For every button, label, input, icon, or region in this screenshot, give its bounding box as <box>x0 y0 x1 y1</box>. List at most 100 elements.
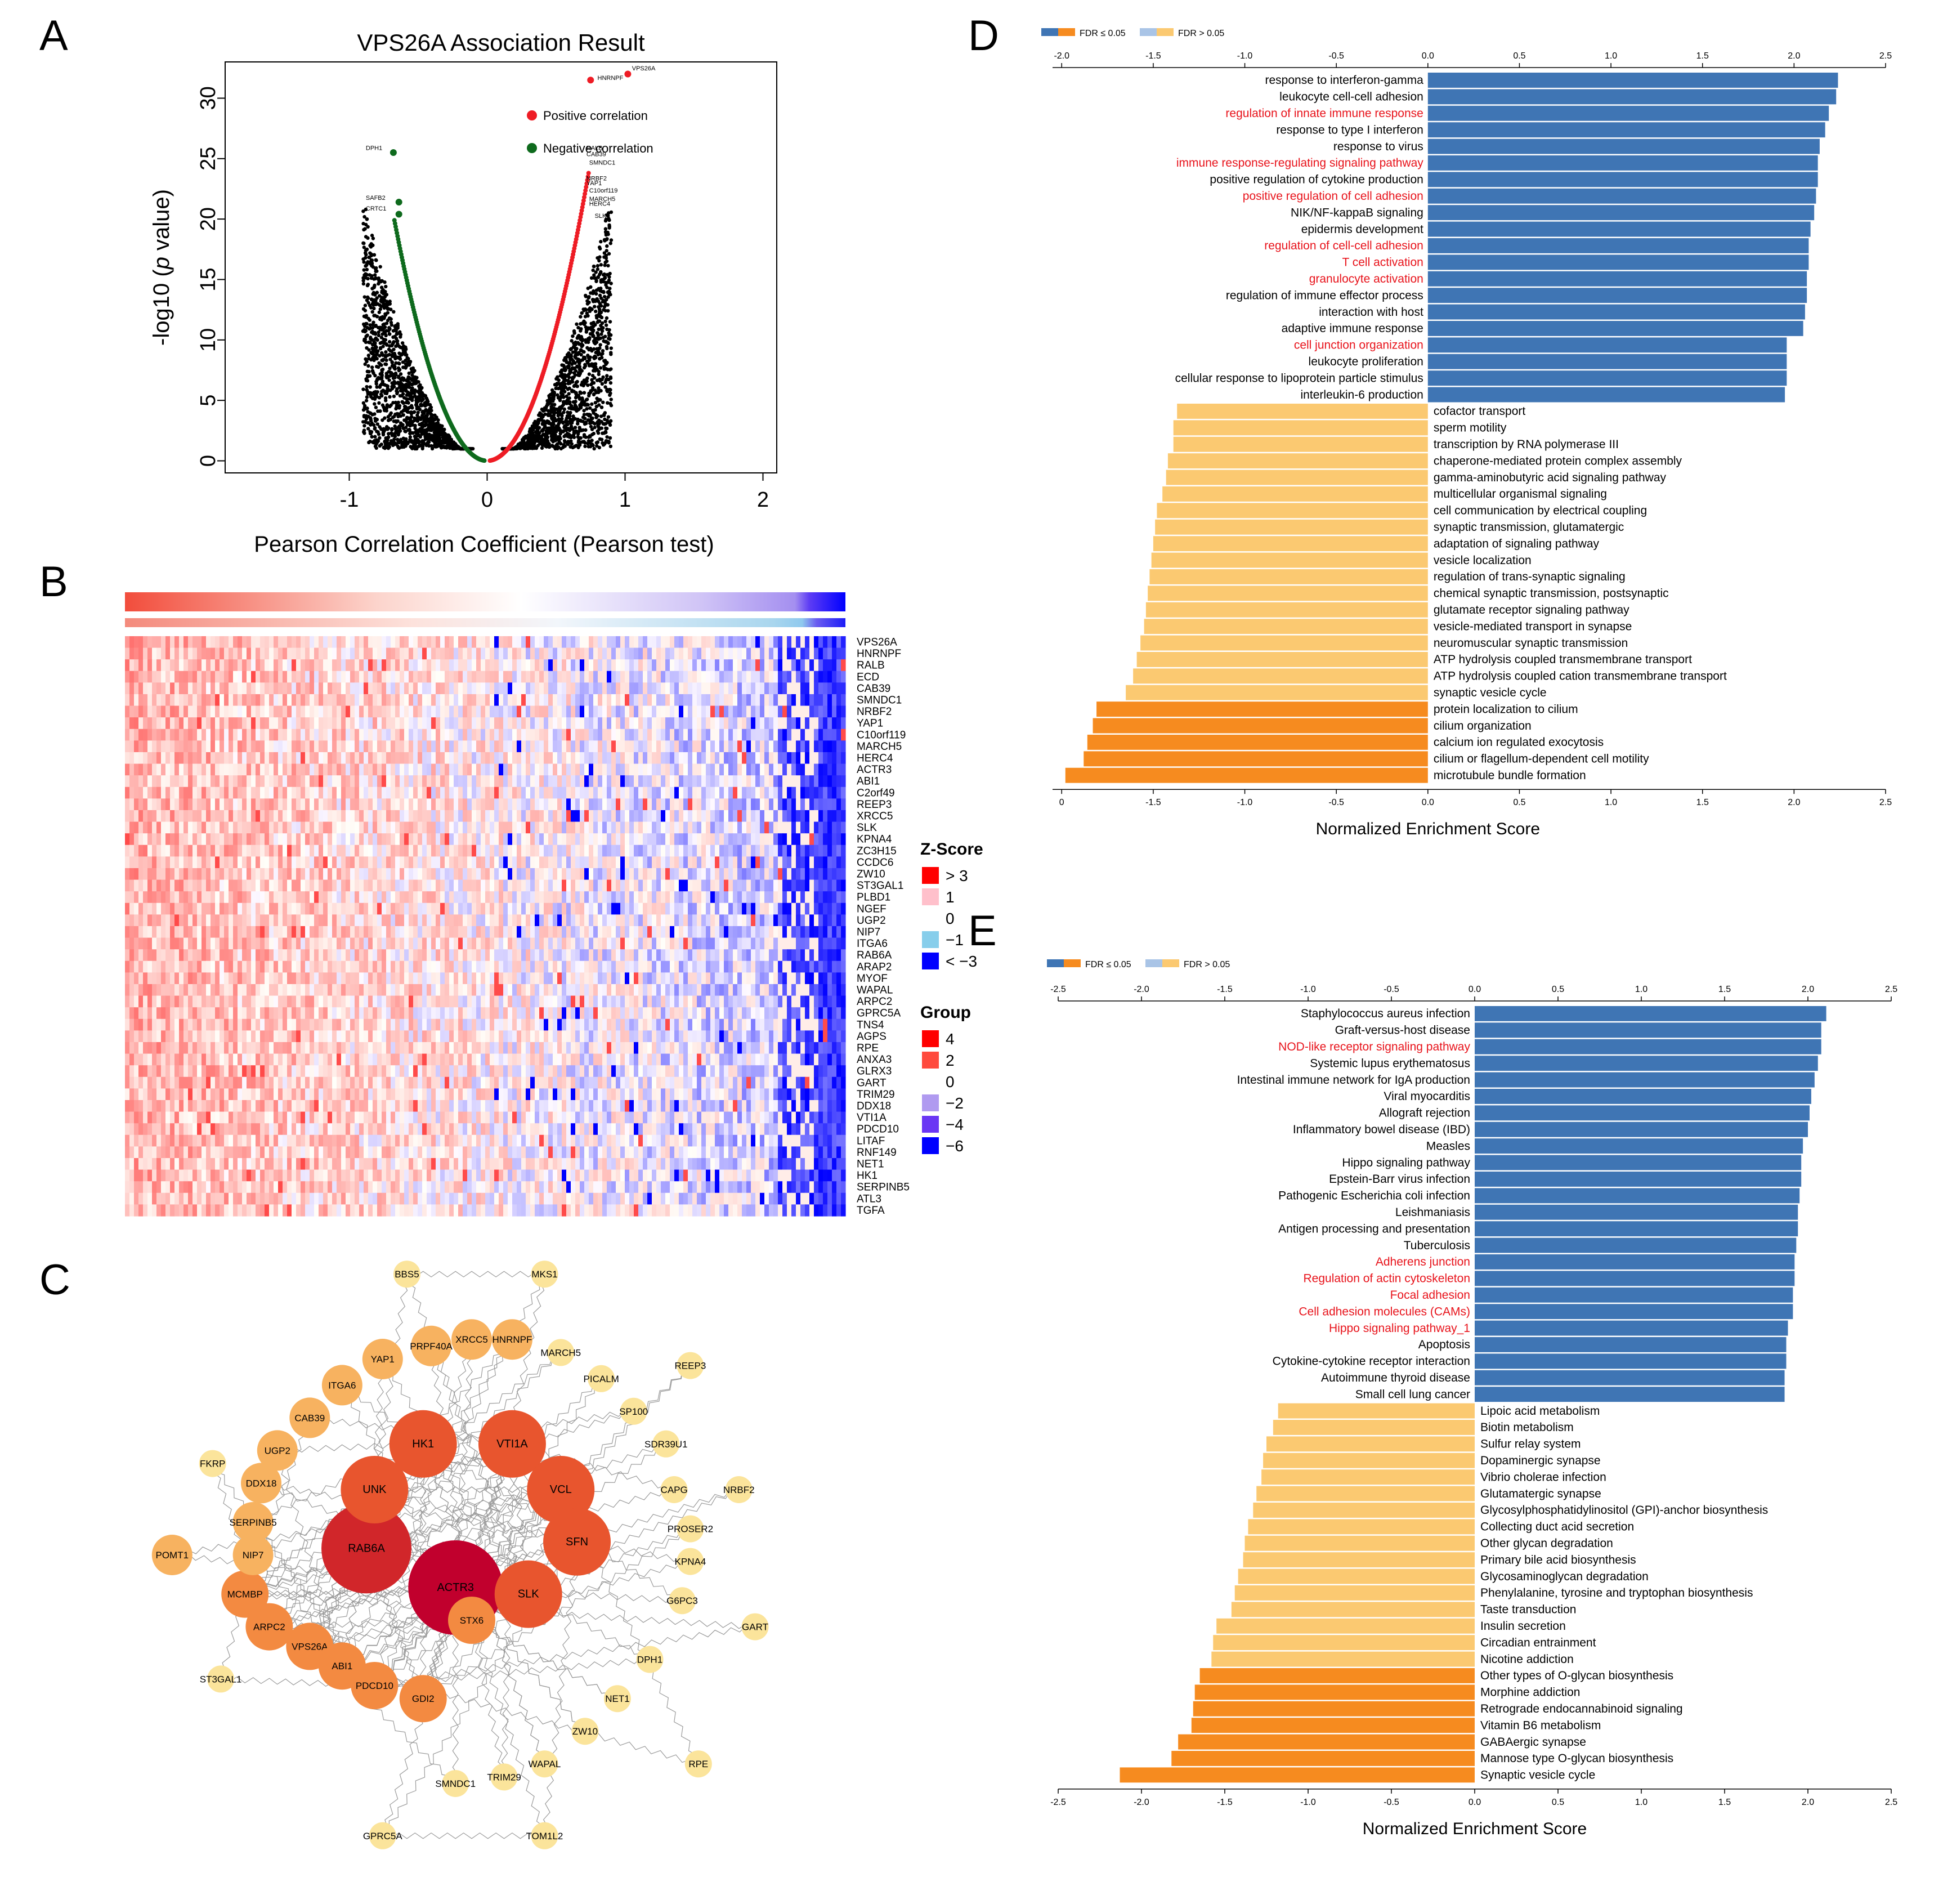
heatmap-cell <box>364 671 369 683</box>
scatter-point <box>564 427 568 432</box>
heatmap-cell <box>728 636 733 649</box>
heatmap-cell <box>395 717 400 730</box>
heatmap-cell <box>589 752 594 765</box>
heatmap-cell <box>134 694 139 707</box>
heatmap-cell <box>494 659 499 672</box>
heatmap-cell <box>611 636 616 649</box>
heatmap-cell <box>152 659 157 672</box>
scatter-point <box>583 322 587 327</box>
scatter-point <box>373 419 378 423</box>
heatmap-cell <box>566 659 571 672</box>
heatmap-cell <box>638 740 643 753</box>
heatmap-cell <box>737 752 742 765</box>
scatter-point <box>567 396 571 400</box>
scatter-point <box>582 350 586 354</box>
heatmap-cell <box>463 752 468 765</box>
scatter-point <box>588 441 592 445</box>
scatter-point <box>370 326 375 330</box>
scatter-point <box>594 413 598 417</box>
heatmap-cell <box>165 671 171 683</box>
heatmap-cell <box>598 647 603 660</box>
legend-marker <box>527 110 537 120</box>
scatter-point <box>587 300 591 305</box>
scatter-point <box>385 403 390 407</box>
heatmap-cell <box>179 659 184 672</box>
scatter-point <box>370 234 374 238</box>
heatmap-cell <box>346 694 351 707</box>
heatmap-cell <box>548 740 553 753</box>
heatmap-cell <box>782 636 787 649</box>
scatter-point <box>577 443 582 447</box>
heatmap-cell <box>503 717 508 730</box>
heatmap-cell <box>827 659 832 672</box>
scatter-point <box>377 330 380 334</box>
heatmap-cell <box>598 752 603 765</box>
heatmap-cell <box>571 728 576 741</box>
heatmap-cell <box>341 682 346 695</box>
heatmap-cell <box>499 728 504 741</box>
heatmap-cell <box>170 682 175 695</box>
heatmap-cell <box>818 694 823 707</box>
heatmap-cell <box>202 728 207 741</box>
heatmap-cell <box>242 694 247 707</box>
heatmap-cell <box>557 659 562 672</box>
heatmap-cell <box>512 717 517 730</box>
heatmap-cell <box>328 659 333 672</box>
heatmap-cell <box>526 752 531 765</box>
heatmap-cell <box>440 717 445 730</box>
scatter-point <box>586 340 590 345</box>
heatmap-cell <box>544 647 549 660</box>
heatmap-cell <box>485 682 490 695</box>
heatmap-cell <box>436 694 441 707</box>
heatmap-cell <box>526 694 531 707</box>
heatmap-cell <box>350 763 355 776</box>
heatmap-cell <box>247 671 252 683</box>
heatmap-cell <box>521 717 526 730</box>
heatmap-cell <box>503 694 508 707</box>
scatter-point <box>594 441 599 445</box>
scatter-point <box>375 385 379 389</box>
heatmap-cell <box>377 659 382 672</box>
heatmap-cell <box>809 763 814 776</box>
heatmap-cell <box>134 752 139 765</box>
scatter-point <box>381 300 385 305</box>
scatter-point <box>362 241 366 245</box>
heatmap-cell <box>202 705 207 718</box>
heatmap-cell <box>355 752 360 765</box>
scatter-point <box>597 425 601 429</box>
scatter-point <box>408 381 411 385</box>
heatmap-cell <box>319 763 324 776</box>
scatter-point <box>568 418 573 422</box>
scatter-point <box>392 351 396 356</box>
scatter-point <box>603 319 607 324</box>
heatmap-cell <box>697 763 702 776</box>
scatter-point <box>604 253 608 257</box>
heatmap-cell <box>355 705 360 718</box>
heatmap-cell <box>589 763 594 776</box>
scatter-point <box>372 314 376 318</box>
heatmap-cell <box>575 752 580 765</box>
heatmap-cell <box>319 647 324 660</box>
heatmap-cell <box>674 740 679 753</box>
scatter-point <box>574 391 578 395</box>
heatmap-cell <box>710 682 715 695</box>
heatmap-cell <box>368 671 373 683</box>
heatmap-cell <box>440 647 445 660</box>
heatmap-cell <box>580 671 585 683</box>
scatter-point <box>382 292 386 296</box>
heatmap-cell <box>715 647 720 660</box>
scatter-point <box>378 307 383 311</box>
scatter-point <box>527 437 531 441</box>
heatmap-cell <box>661 763 666 776</box>
heatmap-cell <box>319 717 324 730</box>
scatter-point <box>552 428 556 432</box>
scatter-point <box>391 372 395 377</box>
heatmap-cell <box>472 682 477 695</box>
heatmap-cell <box>215 694 220 707</box>
heatmap-cell <box>836 740 841 753</box>
heatmap-cell <box>238 728 243 741</box>
scatter-point <box>382 316 386 320</box>
positive-correlation-point <box>585 174 590 179</box>
scatter-point <box>366 410 370 414</box>
heatmap-cell <box>129 728 135 741</box>
